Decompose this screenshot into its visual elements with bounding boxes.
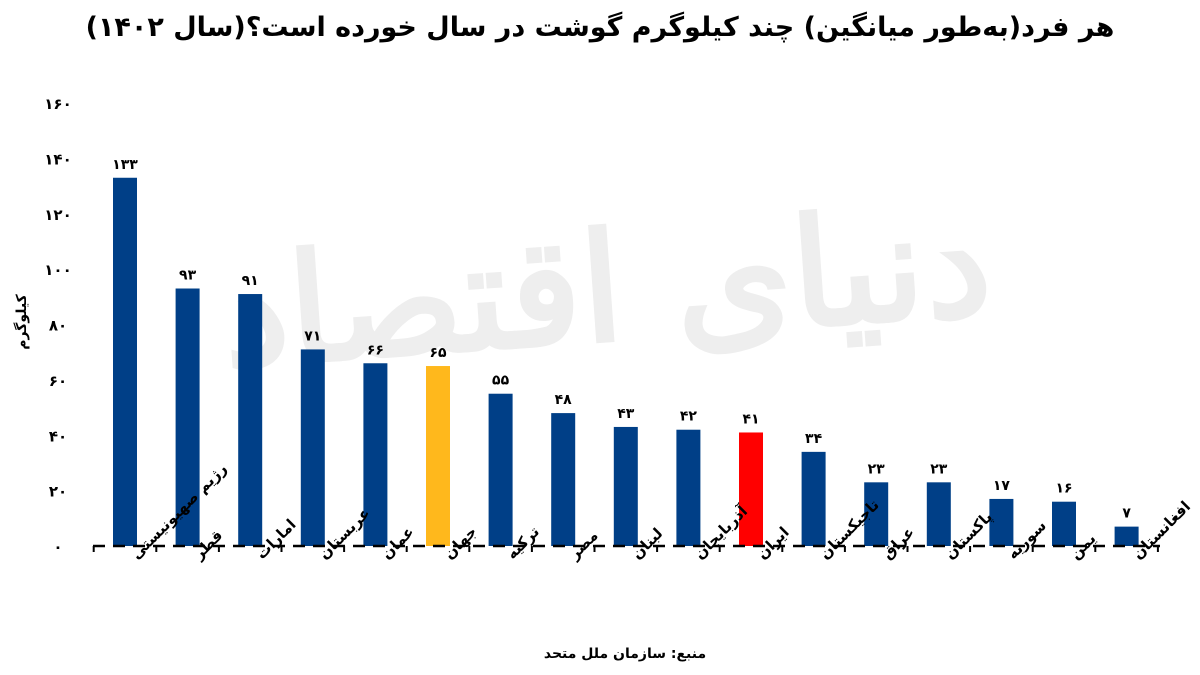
data-label: ۶۶ bbox=[367, 342, 384, 358]
x-axis-ticks bbox=[92, 546, 1159, 552]
bar bbox=[300, 349, 325, 546]
bar bbox=[864, 482, 889, 546]
data-label: ۷ bbox=[1122, 506, 1131, 522]
bar bbox=[1052, 501, 1076, 546]
data-label: ۷۱ bbox=[304, 328, 321, 344]
data-label: ۱۳۳ bbox=[112, 157, 138, 173]
bar bbox=[238, 294, 263, 546]
data-label: ۳۴ bbox=[805, 431, 823, 447]
bar bbox=[613, 426, 638, 546]
bar bbox=[989, 498, 1014, 546]
y-tick-label: ۸۰ bbox=[49, 317, 67, 335]
bar bbox=[426, 366, 450, 546]
y-tick-label: ۴۰ bbox=[49, 427, 67, 445]
y-axis-ticks: ۰ ۲۰ ۴۰ ۶۰ ۸۰ ۱۰۰ ۱۲۰ ۱۴۰ ۱۶۰ bbox=[44, 95, 71, 556]
bar bbox=[801, 451, 826, 546]
bar bbox=[739, 432, 763, 546]
y-tick-label: ۱۴۰ bbox=[44, 150, 71, 168]
bar bbox=[676, 429, 701, 546]
data-label: ۴۳ bbox=[617, 406, 635, 422]
y-tick-label: ۶۰ bbox=[49, 372, 67, 390]
data-label: ۴۸ bbox=[555, 392, 573, 408]
y-tick-label: ۱۰۰ bbox=[44, 261, 71, 279]
data-label: ۱۷ bbox=[993, 478, 1011, 494]
data-label: ۹۳ bbox=[179, 268, 197, 284]
data-label: ۱۶ bbox=[1055, 481, 1072, 497]
y-tick-label: ۲۰ bbox=[49, 483, 67, 501]
value-labels: ۱۳۳ ۹۳ ۹۱ ۷۱ ۶۶ ۶۵ ۵۵ ۴۸ ۴۳ ۴۲ ۴۱ ۳۴ ۲۳ ۲۳ ۱۷ ۱۶ ۷ bbox=[112, 157, 1131, 522]
data-label: ۴۱ bbox=[742, 411, 759, 427]
y-tick-label: ۰ bbox=[53, 538, 62, 556]
bar bbox=[113, 177, 137, 546]
data-label: ۲۳ bbox=[868, 461, 886, 477]
data-label: ۴۲ bbox=[680, 409, 698, 425]
source-note: منبع: سازمان ملل متحد bbox=[544, 646, 706, 662]
y-axis-label: کیلوگرم bbox=[13, 293, 30, 349]
bar bbox=[175, 288, 200, 546]
watermark: دنیای اقتصاد bbox=[216, 173, 997, 402]
data-label: ۵۵ bbox=[492, 373, 510, 389]
bar bbox=[363, 363, 388, 546]
bar bbox=[926, 482, 951, 546]
y-tick-label: ۱۲۰ bbox=[44, 206, 71, 224]
data-label: ۲۳ bbox=[930, 461, 948, 477]
bar bbox=[488, 393, 513, 546]
data-label: ۶۵ bbox=[429, 345, 447, 361]
data-label: ۹۱ bbox=[242, 273, 259, 289]
y-tick-label: ۱۶۰ bbox=[44, 95, 71, 113]
bar bbox=[551, 413, 576, 546]
chart-title: هر فرد(به‌طور میانگین) چند کیلوگرم گوشت … bbox=[85, 12, 1115, 43]
bar bbox=[1114, 526, 1139, 546]
bars bbox=[113, 177, 1139, 546]
